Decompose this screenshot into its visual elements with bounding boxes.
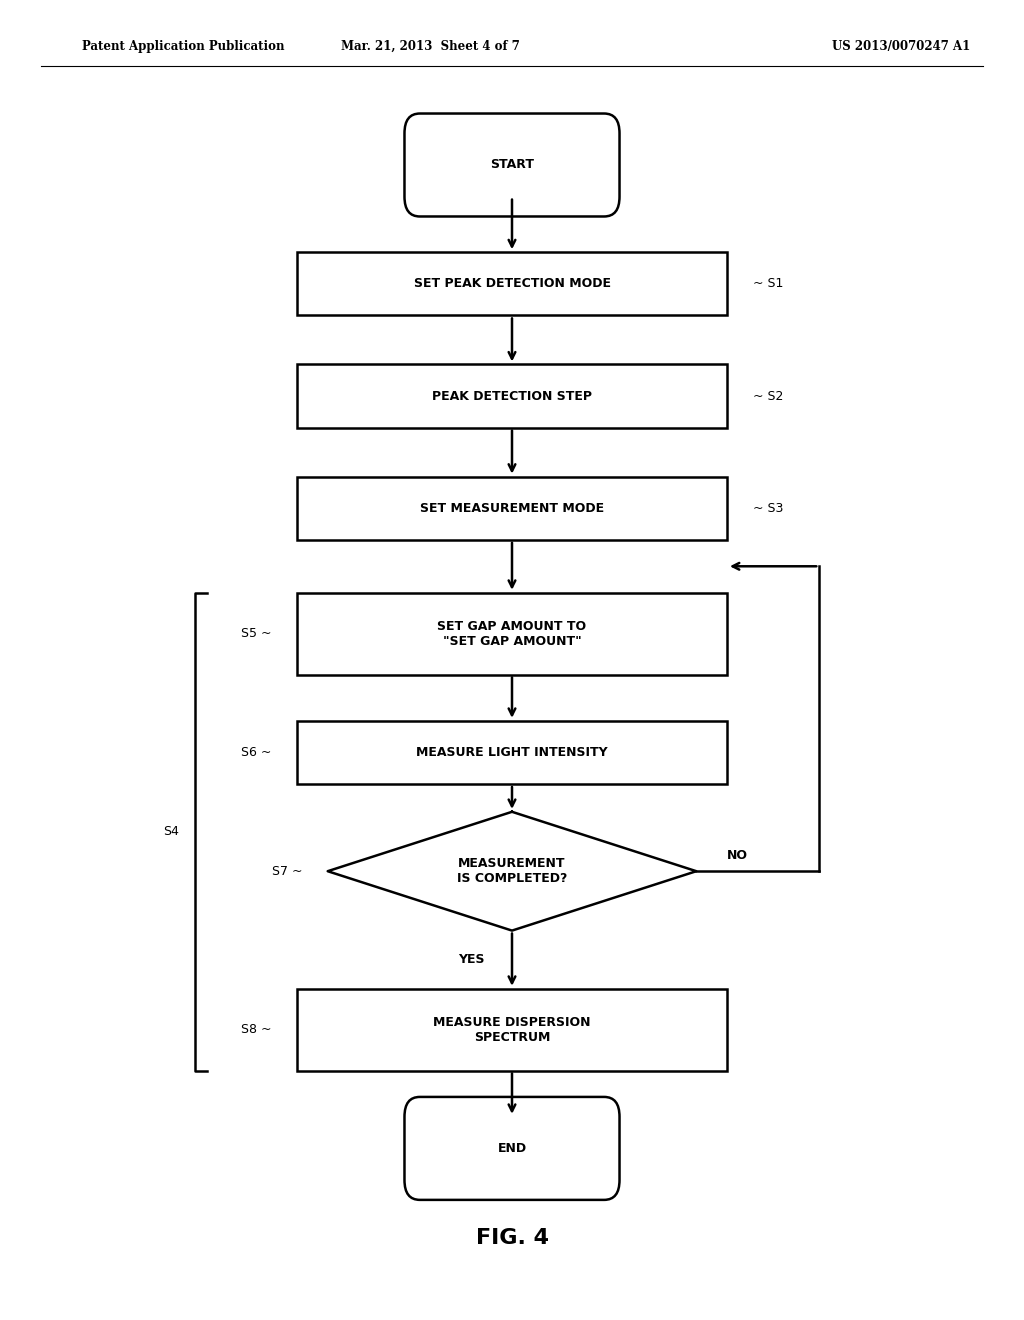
- Text: SET GAP AMOUNT TO
"SET GAP AMOUNT": SET GAP AMOUNT TO "SET GAP AMOUNT": [437, 619, 587, 648]
- Text: START: START: [490, 158, 534, 172]
- Text: S5 ~: S5 ~: [241, 627, 271, 640]
- Text: MEASUREMENT
IS COMPLETED?: MEASUREMENT IS COMPLETED?: [457, 857, 567, 886]
- Text: S4: S4: [163, 825, 179, 838]
- FancyBboxPatch shape: [404, 114, 620, 216]
- Text: MEASURE DISPERSION
SPECTRUM: MEASURE DISPERSION SPECTRUM: [433, 1015, 591, 1044]
- Text: YES: YES: [458, 953, 484, 966]
- Bar: [297, 989, 727, 1071]
- Bar: [297, 252, 727, 315]
- Bar: [297, 364, 727, 428]
- Text: S6 ~: S6 ~: [241, 746, 271, 759]
- Text: Patent Application Publication: Patent Application Publication: [82, 40, 285, 53]
- Text: SET MEASUREMENT MODE: SET MEASUREMENT MODE: [420, 502, 604, 515]
- Text: ~ S1: ~ S1: [753, 277, 783, 290]
- FancyBboxPatch shape: [404, 1097, 620, 1200]
- Bar: [297, 593, 727, 675]
- Text: NO: NO: [727, 849, 749, 862]
- Text: S7 ~: S7 ~: [271, 865, 302, 878]
- Text: ~ S3: ~ S3: [753, 502, 783, 515]
- Polygon shape: [328, 812, 696, 931]
- Text: S8 ~: S8 ~: [241, 1023, 271, 1036]
- Text: MEASURE LIGHT INTENSITY: MEASURE LIGHT INTENSITY: [416, 746, 608, 759]
- Text: ~ S2: ~ S2: [753, 389, 783, 403]
- Text: PEAK DETECTION STEP: PEAK DETECTION STEP: [432, 389, 592, 403]
- Bar: [297, 721, 727, 784]
- Text: FIG. 4: FIG. 4: [475, 1228, 549, 1249]
- Text: US 2013/0070247 A1: US 2013/0070247 A1: [831, 40, 971, 53]
- Text: SET PEAK DETECTION MODE: SET PEAK DETECTION MODE: [414, 277, 610, 290]
- Text: END: END: [498, 1142, 526, 1155]
- Bar: [297, 477, 727, 540]
- Text: Mar. 21, 2013  Sheet 4 of 7: Mar. 21, 2013 Sheet 4 of 7: [341, 40, 519, 53]
